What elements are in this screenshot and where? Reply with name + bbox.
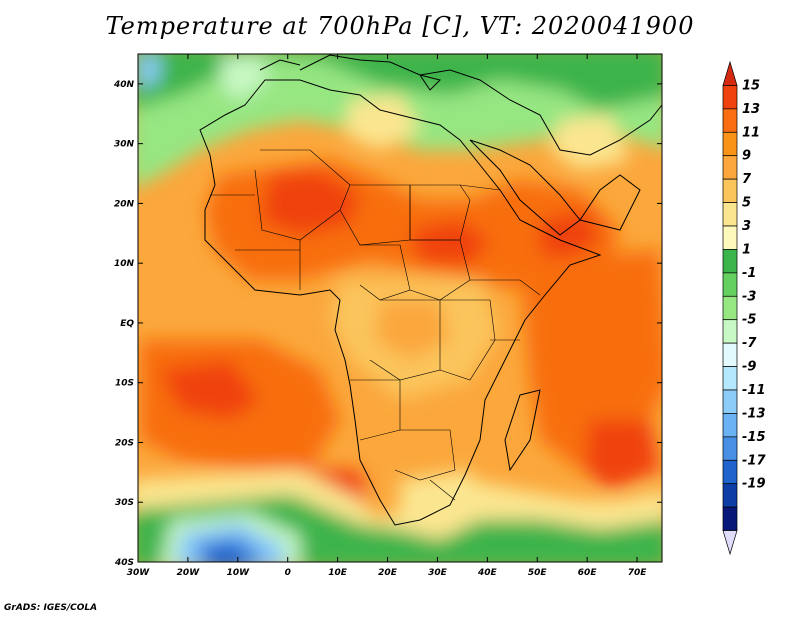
- lon-tick-label: 10E: [328, 568, 348, 578]
- colorbar-segment: [722, 202, 738, 227]
- colorbar-segment: [722, 342, 738, 367]
- colorbar-label: 13: [742, 102, 760, 117]
- lon-tick-label: 50E: [528, 568, 548, 578]
- colorbar-segment: [722, 483, 738, 508]
- colorbar-label: -7: [742, 336, 757, 351]
- colorbar-segment: [722, 155, 738, 180]
- colorbar-label: 1: [742, 242, 751, 257]
- lon-tick-label: 30W: [127, 568, 151, 578]
- lat-tick-label: EQ: [120, 319, 134, 329]
- lat-tick-label: 10S: [115, 379, 134, 389]
- lat-tick-label: 30N: [114, 140, 135, 150]
- lat-tick-label: 20S: [115, 438, 134, 448]
- colorbar-label: -11: [742, 383, 766, 398]
- lon-tick-label: 30E: [428, 568, 448, 578]
- colorbar-segment: [722, 85, 738, 110]
- colorbar-top-triangle: [722, 60, 738, 86]
- colorbar-segment: [722, 413, 738, 438]
- colorbar-labels: 15 13 11 9 7 5 3 1 -1 -3 -5 -7 -9 -11 -13 -15 -17 -19: [742, 78, 766, 491]
- colorbar-label: 9: [742, 149, 751, 164]
- colorbar-segment: [722, 506, 738, 531]
- lat-tick-label: 30S: [115, 498, 134, 508]
- colorbar-label: -17: [742, 453, 766, 468]
- credit-text: GrADS: IGES/COLA: [4, 603, 98, 613]
- colorbar-bottom-triangle: [722, 530, 738, 556]
- country-borders: [210, 149, 541, 501]
- colorbar-segment: [722, 272, 738, 297]
- colorbar-segment: [722, 178, 738, 203]
- colorbar-segment: [722, 389, 738, 414]
- colorbar-segment: [722, 249, 738, 274]
- colorbar-segment: [722, 436, 738, 461]
- lon-tick-label: 40E: [477, 568, 498, 578]
- lat-tick-label: 10N: [114, 259, 135, 269]
- colorbar-segment: [722, 459, 738, 485]
- colorbar-label: 3: [742, 219, 751, 234]
- lat-tick-label: 40N: [113, 80, 135, 90]
- colorbar-label: -9: [742, 360, 756, 375]
- lon-tick-label: 0: [285, 568, 291, 578]
- lon-tick-label: 70E: [628, 568, 648, 578]
- colorbar-label: -13: [742, 406, 766, 421]
- colorbar-label: -1: [742, 266, 756, 281]
- colorbar-label: -19: [742, 477, 766, 492]
- colorbar-label: 15: [742, 78, 760, 93]
- lon-tick-label: 20W: [177, 568, 201, 578]
- colorbar-label: -15: [742, 430, 766, 445]
- colorbar-label: -3: [742, 289, 756, 304]
- colorbar-segment: [722, 225, 738, 250]
- colorbar-label: 7: [742, 172, 752, 187]
- lon-tick-label: 10W: [227, 568, 251, 578]
- plot-frame: [137, 53, 663, 563]
- lat-tick-label: 40S: [114, 558, 134, 568]
- colorbar-segment: [722, 131, 738, 157]
- colorbar-segment: [722, 366, 738, 391]
- colorbar-segment: [722, 295, 738, 321]
- lat-tick-label: 20N: [114, 199, 135, 209]
- colorbar-segment: [722, 319, 738, 344]
- temperature-field: [138, 54, 662, 562]
- colorbar-label: 5: [742, 196, 751, 211]
- colorbar-segment: [722, 108, 738, 133]
- lon-tick-label: 20E: [378, 568, 398, 578]
- colorbar-label: 11: [742, 125, 760, 140]
- coastlines: [199, 54, 662, 526]
- axis-ticks: [137, 54, 662, 563]
- lon-tick-label: 60E: [578, 568, 598, 578]
- colorbar-label: -5: [742, 313, 756, 328]
- colorbar: [722, 60, 738, 556]
- map-title: Temperature at 700hPa [C], VT: 202004190…: [105, 12, 695, 40]
- axis-tick-labels: 30W 20W 10W 0 10E 20E 30E 40E 50E 60E 70E 40N 30N 20N…: [113, 80, 647, 578]
